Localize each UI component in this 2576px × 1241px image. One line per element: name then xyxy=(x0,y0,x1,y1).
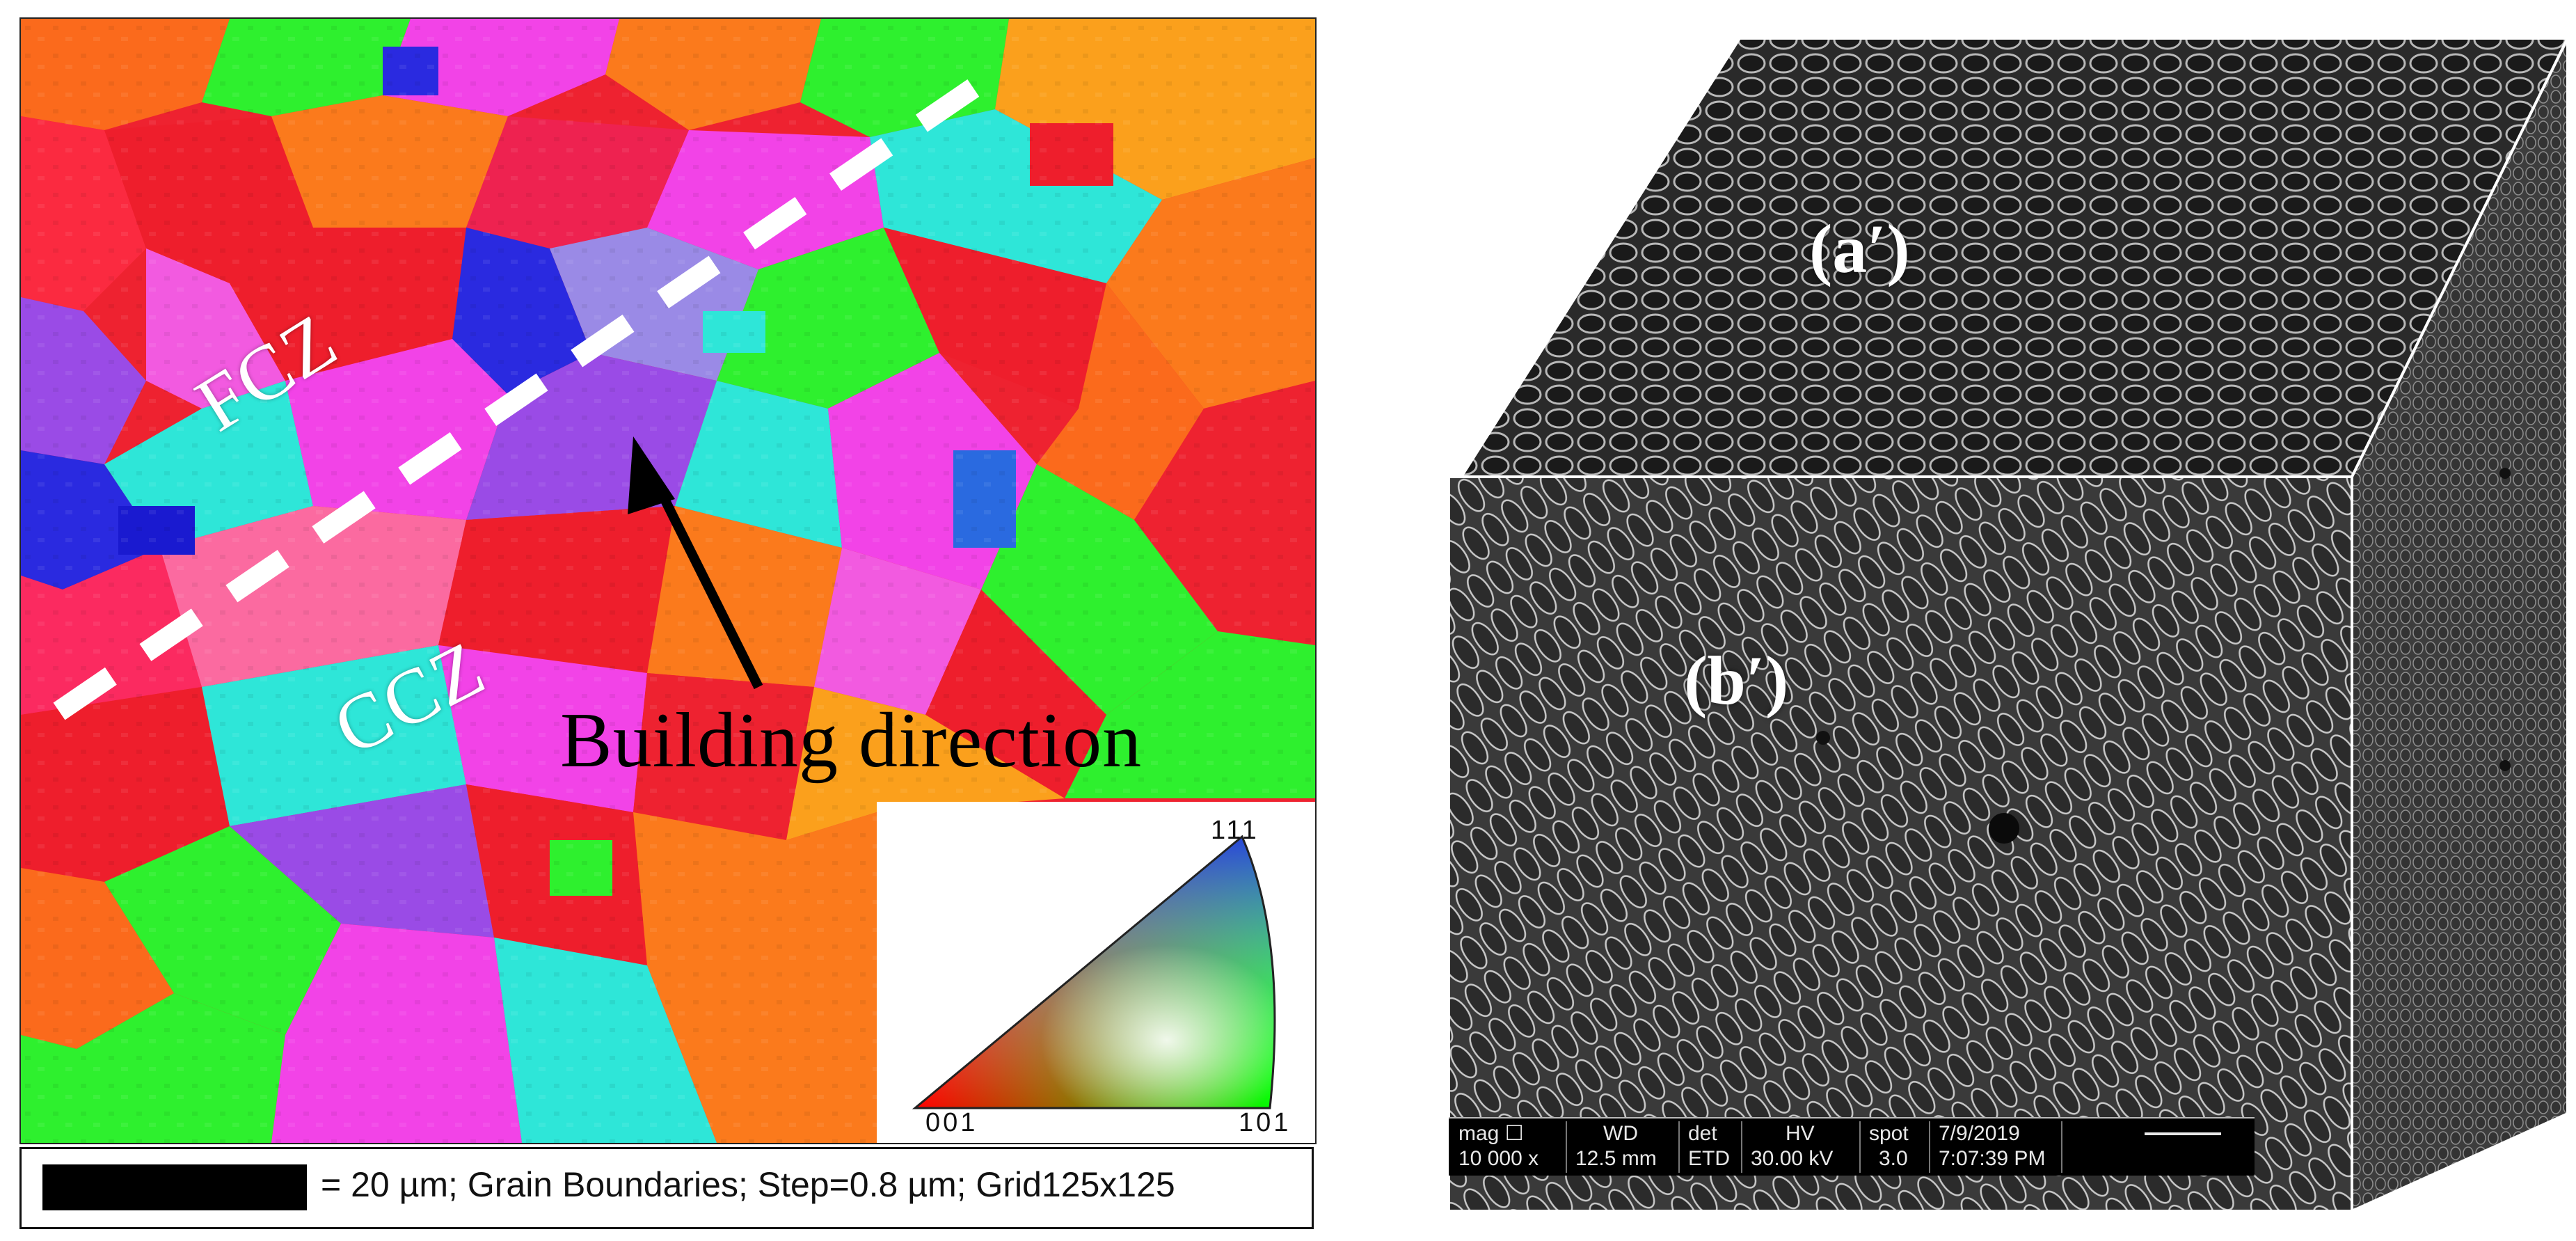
sem-mag-value: 10 000 x xyxy=(1458,1147,1539,1170)
sem-scale-bar-line xyxy=(2145,1132,2221,1135)
front-face-label: (b′) xyxy=(1684,642,1789,719)
sem-det: det ETD xyxy=(1688,1121,1730,1171)
scale-bar-text: = 20 µm; Grain Boundaries; Step=0.8 µm; … xyxy=(321,1165,1175,1204)
zone-boundary-line xyxy=(53,69,994,720)
sem-datetime: 7/9/2019 7:07:39 PM xyxy=(1939,1121,2045,1171)
ipf-label-001: 001 xyxy=(925,1108,978,1137)
sem-mag: mag ☐ 10 000 x xyxy=(1458,1121,1539,1171)
sem-info-bar: mag ☐ 10 000 x WD 12.5 mm det ETD HV 30.… xyxy=(1449,1117,2255,1176)
sem-det-value: ETD xyxy=(1688,1147,1730,1170)
sem-wd: WD 12.5 mm xyxy=(1575,1121,1657,1171)
sem-hv-value: 30.00 kV xyxy=(1751,1147,1834,1170)
ipf-label-101: 101 xyxy=(1239,1108,1291,1137)
cube-drawing xyxy=(1447,37,2568,1211)
sem-time: 7:07:39 PM xyxy=(1939,1147,2046,1170)
sem-date: 7/9/2019 xyxy=(1939,1122,2020,1145)
sem-separator xyxy=(1859,1121,1861,1173)
ebsd-scale-bar: = 20 µm; Grain Boundaries; Step=0.8 µm; … xyxy=(19,1147,1314,1229)
sem-spot-label: spot xyxy=(1869,1122,1909,1145)
ipf-label-111: 111 xyxy=(1211,816,1259,845)
top-face-label: (a′) xyxy=(1809,210,1910,287)
sem-spot-value: 3.0 xyxy=(1879,1147,1908,1170)
sem-separator xyxy=(1929,1121,1930,1173)
sem-hv-label: HV xyxy=(1786,1122,1815,1145)
sem-separator xyxy=(2061,1121,2062,1173)
sem-wd-value: 12.5 mm xyxy=(1575,1147,1657,1170)
ipf-triangle xyxy=(912,835,1276,1109)
ipf-color-key: 111 001 101 xyxy=(877,802,1315,1143)
building-direction-label: Building direction xyxy=(560,697,1143,784)
sem-hv: HV 30.00 kV xyxy=(1751,1121,1833,1171)
sem-det-label: det xyxy=(1688,1122,1717,1145)
ebsd-orientation-map: FCZ CCZ 111 00 xyxy=(19,17,1317,1144)
building-direction-arrow xyxy=(628,436,763,690)
ebsd-grain-map xyxy=(21,19,1315,1143)
sem-mag-label: mag ☐ xyxy=(1458,1122,1524,1145)
sem-wd-label: WD xyxy=(1603,1122,1638,1145)
sem-separator xyxy=(1566,1121,1567,1173)
sem-separator xyxy=(1741,1121,1742,1173)
sem-spot: spot 3.0 xyxy=(1869,1121,1909,1171)
scale-bar-block xyxy=(42,1164,307,1210)
sem-microstructure-cube: (a′) (b′) xyxy=(1447,28,2568,1211)
sem-separator xyxy=(1678,1121,1680,1173)
